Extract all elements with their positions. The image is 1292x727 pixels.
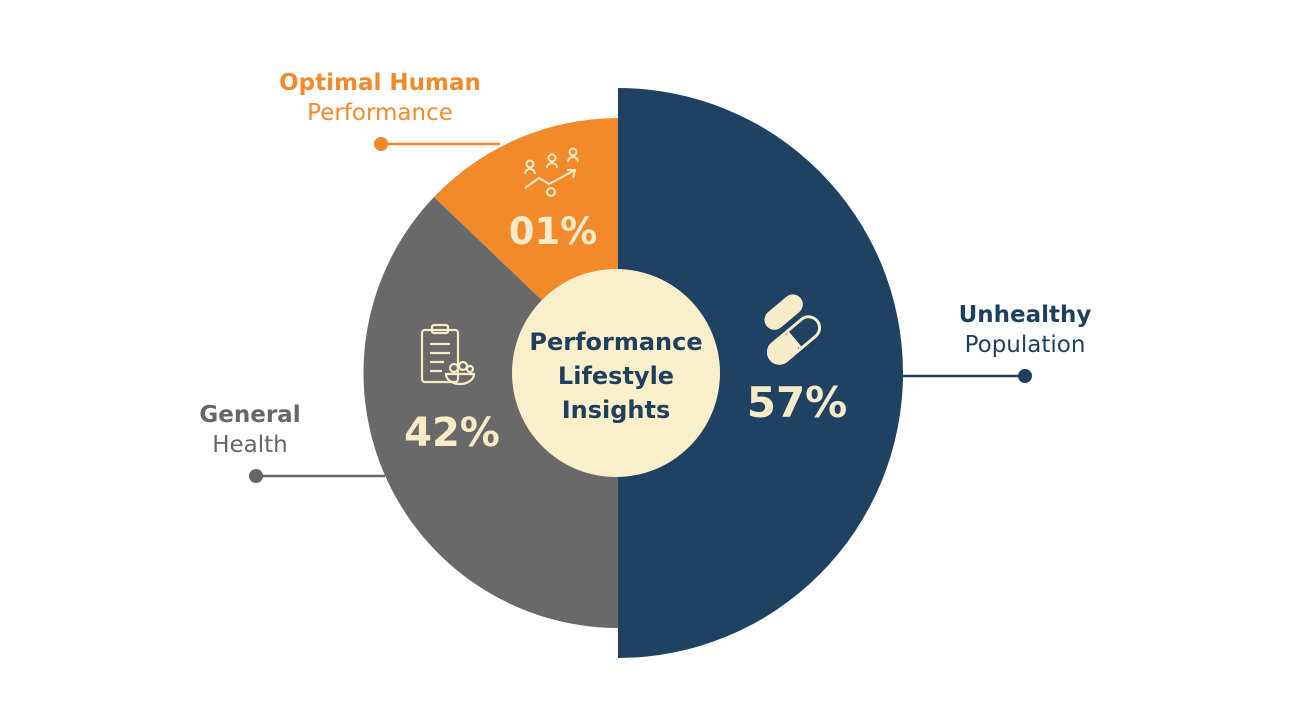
leader-line-unhealthy: [903, 369, 1032, 383]
center-label-line-1: Performance: [529, 328, 702, 356]
slice-unhealthy-population: [618, 88, 903, 658]
label-general-regular: Health: [212, 432, 288, 458]
leader-line-optimal: [374, 137, 500, 151]
team-growth-icon: [524, 147, 579, 197]
label-unhealthy-regular: Population: [964, 332, 1086, 358]
value-label-optimal: 01%: [509, 210, 598, 253]
label-general-bold: General: [199, 402, 301, 428]
label-unhealthy-bold: Unhealthy: [958, 302, 1092, 328]
label-optimal-human-performance: Optimal Human Performance: [255, 68, 505, 128]
pill-capsule-icon: [764, 294, 822, 365]
label-optimal-bold: Optimal Human: [279, 70, 481, 96]
label-general-health: General Health: [170, 400, 330, 460]
leader-line-general: [249, 469, 385, 483]
center-label-line-2: Lifestyle: [558, 362, 674, 390]
center-label-line-3: Insights: [562, 396, 671, 424]
center-circle: [512, 269, 720, 477]
label-optimal-regular: Performance: [307, 100, 453, 126]
value-label-general: 42%: [404, 410, 500, 456]
label-unhealthy-population: Unhealthy Population: [930, 300, 1120, 360]
value-label-unhealthy: 57%: [747, 378, 848, 427]
diet-clipboard-icon: [420, 323, 476, 386]
slice-general-health: [363, 197, 618, 628]
